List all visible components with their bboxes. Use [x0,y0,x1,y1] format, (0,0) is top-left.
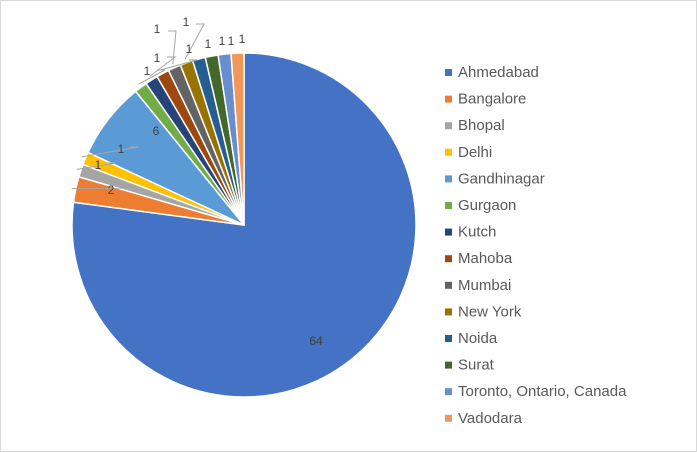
legend: Ahmedabad Bangalore Bhopal Delhi Gandhinagar… [445,64,627,427]
leader-line [184,23,205,60]
data-label: 1 [95,158,102,172]
legend-entry: Toronto, Ontario, Canada [458,383,627,400]
legend-swatch [445,202,452,209]
data-label: 1 [186,42,193,56]
pie-slice-vadodara [230,52,245,226]
legend-entry: Ahmedabad [458,64,539,81]
legend-entry: Delhi [458,144,492,161]
legend-entry: Vadodara [458,410,523,427]
legend-swatch [445,414,452,422]
data-label: 1 [154,22,161,36]
leader-line [138,69,166,85]
legend-swatch [445,361,452,369]
leader-line [160,59,198,71]
data-label: 1 [239,32,246,46]
leader-line [81,146,139,158]
legend-entry: Kutch [458,224,496,241]
data-label: 1 [144,64,151,78]
legend-entry: Bhopal [458,117,505,134]
data-label: 1 [228,34,235,48]
leader-line [71,187,131,190]
data-label: 1 [118,142,125,156]
legend-entry: Surat [458,357,495,374]
legend-swatch [445,122,452,130]
leader-line [168,30,177,65]
legend-swatch [445,69,452,76]
legend-swatch [445,228,452,236]
legend-entry: Bangalore [458,91,526,108]
data-label: 1 [219,34,226,48]
data-label: 2 [108,183,115,197]
legend-swatch [445,148,452,156]
legend-swatch [445,175,452,183]
legend-entry: New York [458,303,522,320]
legend-swatch [445,388,452,396]
legend-entry: Mahoba [458,250,513,267]
leader-lines [71,23,205,190]
data-label: 64 [309,334,323,348]
data-label: 1 [154,51,161,65]
data-label: 1 [183,15,190,29]
data-label: 1 [205,37,212,51]
legend-swatch [445,281,452,289]
legend-entry: Mumbai [458,277,511,294]
legend-entry: Gandhinagar [458,170,545,187]
leader-line [149,56,177,78]
data-label: 6 [153,124,160,138]
legend-swatch [445,255,452,263]
legend-swatch [445,335,452,342]
legend-swatch [445,308,452,316]
legend-entry: Noida [458,330,498,347]
legend-swatch [445,95,452,103]
legend-entry: Gurgaon [458,197,516,214]
leader-line [76,162,117,170]
pie-slices [71,52,417,398]
